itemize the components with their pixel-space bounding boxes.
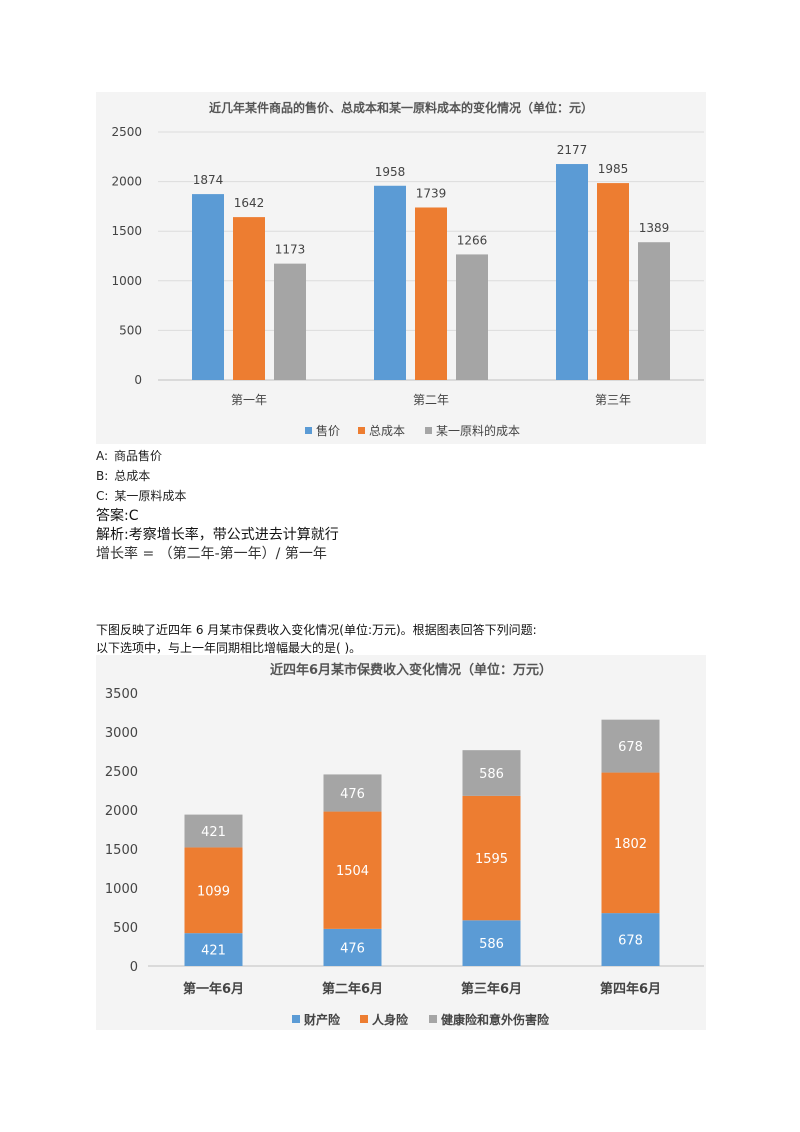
legend-total-cost-swatch (358, 427, 365, 434)
y-tick-label: 2000 (111, 175, 142, 189)
bar (192, 194, 224, 380)
data-label: 1985 (598, 162, 629, 176)
x-tick-label: 第二年 (413, 393, 449, 407)
option-a: A: 商品售价 (96, 449, 163, 463)
premium-income-chart-svg: 近四年6月某市保费收入变化情况（单位：万元） 0 500 1000 1500 2000 25… (105, 662, 704, 1027)
legend-total-cost: 总成本 (369, 424, 405, 438)
bar (597, 183, 629, 380)
y-tick-label: 0 (130, 960, 138, 975)
x-tick-label: 第三年6月 (461, 981, 522, 997)
bar-segment (323, 928, 382, 966)
premium-income-chart: 近四年6月某市保费收入变化情况（单位：万元） 0 500 1000 1500 2000 25… (96, 655, 706, 1030)
bar-segment (323, 774, 382, 812)
price-cost-chart: 近几年某件商品的售价、总成本和某一原料成本的变化情况（单位：元） 0 500 1000… (96, 92, 706, 444)
data-label: 476 (340, 941, 365, 956)
data-label: 1173 (275, 243, 306, 257)
bar-segment (601, 719, 660, 773)
bar-segment (601, 913, 660, 966)
answer-line: 答案:C (96, 508, 139, 524)
data-label: 1595 (475, 852, 508, 867)
data-label: 586 (479, 767, 504, 782)
bar-segment (323, 811, 382, 929)
y-tick-label: 0 (134, 373, 142, 387)
question2-prompt: 以下选项中，与上一年同期相比增幅最大的是( )。 (96, 641, 362, 655)
bar-segment (462, 750, 521, 796)
y-tick-label: 2000 (105, 804, 138, 819)
legend-material-cost: 某一原料的成本 (436, 423, 520, 438)
legend-material-cost-swatch (425, 427, 432, 434)
y-tick-label: 1500 (105, 843, 138, 858)
data-label: 1099 (197, 884, 230, 899)
data-label: 1874 (193, 173, 224, 187)
y-tick-label: 3000 (105, 726, 138, 741)
y-tick-label: 500 (113, 921, 138, 936)
price-cost-chart-svg: 近几年某件商品的售价、总成本和某一原料成本的变化情况（单位：元） 0 500 1000… (111, 100, 704, 438)
x-tick-label: 第四年6月 (600, 981, 661, 997)
legend-property-insurance-swatch (292, 1015, 300, 1023)
bar (556, 164, 588, 380)
bar-segment (601, 772, 660, 914)
bar (456, 254, 488, 380)
y-tick-label: 2500 (111, 125, 142, 139)
option-b: B: 总成本 (96, 469, 151, 483)
bar (274, 263, 306, 380)
data-label: 1642 (234, 196, 265, 210)
legend-sold-price-swatch (305, 427, 312, 434)
y-tick-label: 1500 (111, 224, 142, 238)
chart-title: 近几年某件商品的售价、总成本和某一原料成本的变化情况（单位：元） (209, 100, 593, 115)
bar (415, 207, 447, 380)
legend-property-insurance: 财产险 (303, 1012, 341, 1027)
data-label: 1958 (375, 165, 406, 179)
data-label: 678 (618, 934, 643, 949)
y-tick-label: 500 (119, 323, 142, 337)
x-tick-label: 第一年6月 (183, 981, 244, 997)
legend-life-insurance: 人身险 (372, 1012, 409, 1027)
data-label: 1802 (614, 837, 647, 852)
legend-health-accident-insurance: 健康险和意外伤害险 (441, 1012, 550, 1027)
question2-intro: 下图反映了近四年 6 月某市保费收入变化情况(单位:万元)。根据图表回答下列问题… (96, 623, 537, 637)
bar (233, 217, 265, 380)
data-label: 586 (479, 937, 504, 952)
data-label: 1739 (416, 186, 447, 200)
data-label: 2177 (557, 143, 588, 157)
y-tick-label: 3500 (105, 687, 138, 702)
analysis-line: 解析:考察增长率，带公式进去计算就行 (96, 527, 339, 543)
data-label: 1266 (457, 233, 488, 247)
bar-segment (184, 933, 243, 966)
bar (374, 185, 406, 380)
data-label: 476 (340, 787, 365, 802)
data-label: 1504 (336, 864, 369, 879)
bar-segment (184, 814, 243, 848)
chart-title: 近四年6月某市保费收入变化情况（单位：万元） (270, 662, 552, 678)
bar-segment (462, 920, 521, 966)
x-tick-label: 第三年 (595, 393, 631, 407)
legend-life-insurance-swatch (360, 1015, 368, 1023)
option-c: C: 某一原料成本 (96, 489, 187, 503)
bar-segment (184, 847, 243, 934)
data-label: 421 (201, 944, 226, 959)
data-label: 421 (201, 825, 226, 840)
y-tick-label: 2500 (105, 765, 138, 780)
bar-segment (462, 795, 521, 921)
data-label: 1389 (639, 221, 670, 235)
y-tick-label: 1000 (111, 274, 142, 288)
x-tick-label: 第一年 (231, 393, 267, 407)
data-label: 678 (618, 740, 643, 755)
legend-health-accident-insurance-swatch (429, 1015, 437, 1023)
bar (638, 242, 670, 380)
x-tick-label: 第二年6月 (322, 981, 383, 997)
legend-sold-price: 售价 (316, 423, 340, 438)
y-tick-label: 1000 (105, 882, 138, 897)
formula-line: 增长率 = （第二年-第一年）/ 第一年 (96, 546, 327, 562)
